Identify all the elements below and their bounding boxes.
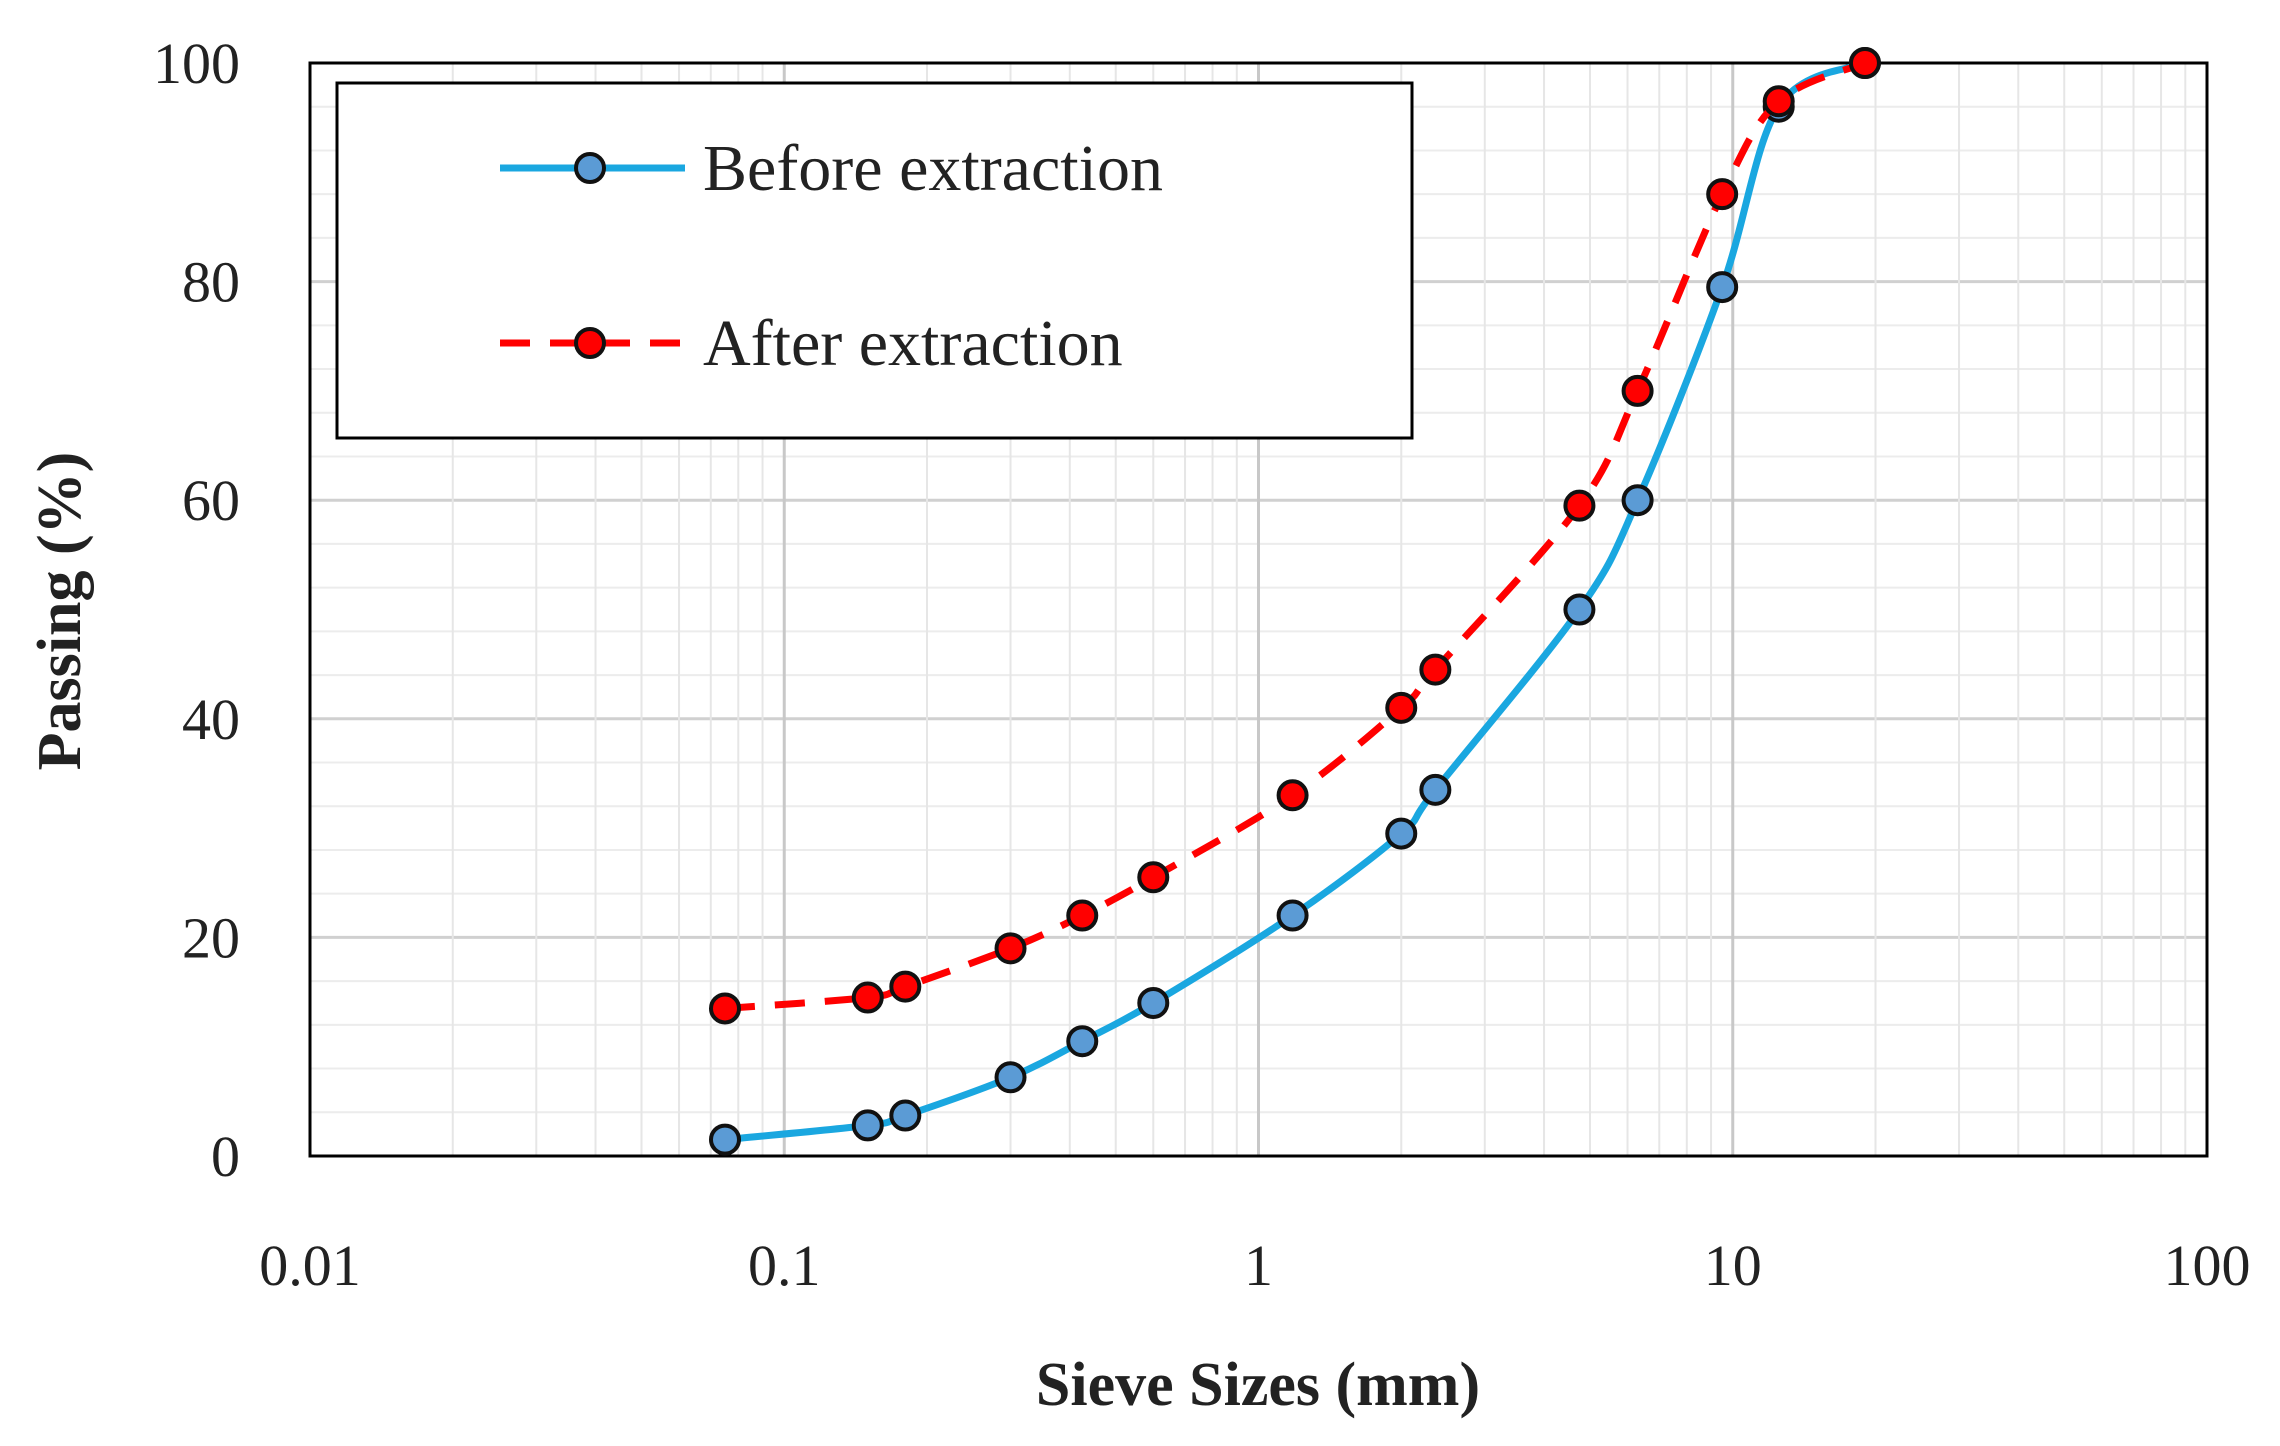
legend-box [335,81,1414,440]
data-point [1385,817,1418,850]
data-point [1276,899,1309,932]
plot-frame [308,61,2209,1158]
data-point [1706,271,1739,304]
series-after-extraction [708,47,1881,1025]
x-tick-label: 0.1 [748,1233,821,1298]
grid [310,63,2207,1156]
data-point [851,981,884,1014]
legend-label: Before extraction [703,132,1163,205]
legend-item: Before extraction [500,132,1163,205]
data-point [1762,85,1795,118]
y-tick-label: 20 [182,905,240,970]
data-point [1137,861,1170,894]
data-point [1419,773,1452,806]
data-point [994,932,1027,965]
data-point [889,970,922,1003]
data-point [708,1123,741,1156]
data-point [1621,374,1654,407]
data-point [1621,484,1654,517]
data-point [1276,779,1309,812]
data-point [708,992,741,1025]
legend: Before extraction After extraction [335,81,1414,440]
data-point [1066,899,1099,932]
y-tick-label: 0 [211,1124,240,1189]
legend-item: After extraction [500,307,1123,380]
data-point [1066,1025,1099,1058]
data-point [1848,47,1881,79]
x-tick-label: 1 [1244,1233,1273,1298]
data-point [1419,653,1452,686]
x-tick-label: 100 [2164,1233,2251,1298]
legend-marker [574,152,606,184]
data-point [994,1061,1027,1094]
x-tick-label: 0.01 [259,1233,361,1298]
data-point [889,1099,922,1132]
data-point [851,1109,884,1142]
tick-labels: 0 20 40 60 80 100 0.01 0.1 1 10 100 [153,31,2251,1298]
y-axis-label: Passing (%) [26,452,94,771]
x-axis-label: Sieve Sizes (mm) [1036,1351,1480,1419]
y-tick-label: 100 [153,31,240,96]
legend-label: After extraction [703,307,1123,380]
y-tick-label: 60 [182,468,240,533]
data-point [1563,593,1596,626]
series-layer [708,47,1881,1156]
data-point [1385,691,1418,724]
x-tick-label: 10 [1704,1233,1762,1298]
y-tick-label: 40 [182,687,240,752]
data-point [1563,489,1596,522]
legend-marker [574,327,606,359]
y-tick-label: 80 [182,250,240,315]
data-point [1137,986,1170,1019]
data-point [1706,178,1739,211]
